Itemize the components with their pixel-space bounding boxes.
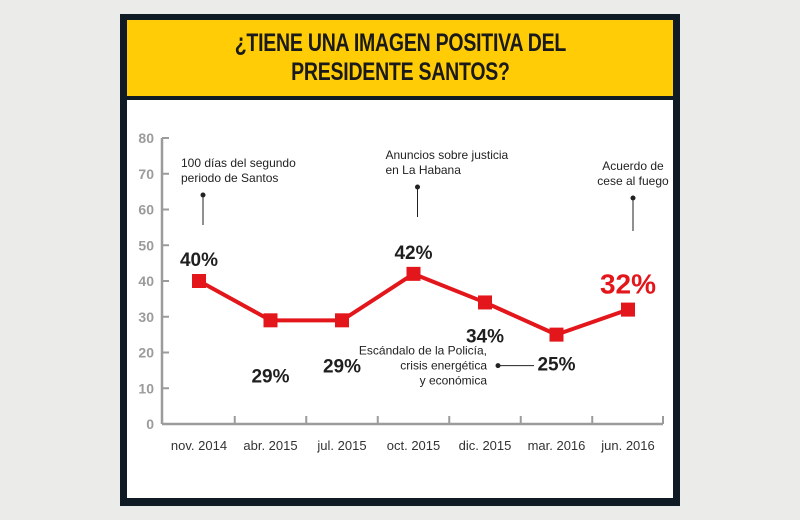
- y-tick-label: 40: [138, 273, 154, 289]
- data-value-label: 34%: [466, 326, 504, 347]
- annotation-text: cese al fuego: [597, 174, 669, 188]
- chart-header: ¿TIENE UNA IMAGEN POSITIVA DEL PRESIDENT…: [127, 20, 673, 96]
- annotation-text: Acuerdo de: [602, 159, 664, 173]
- x-tick-label: mar. 2016: [528, 438, 586, 453]
- x-tick-label: jun. 2016: [600, 438, 655, 453]
- x-tick-label: dic. 2015: [459, 438, 512, 453]
- data-value-label: 42%: [394, 243, 432, 264]
- y-tick-label: 50: [138, 237, 154, 253]
- annotation-text: y económica: [420, 374, 488, 388]
- annotation-text: Anuncios sobre justicia: [386, 148, 509, 162]
- data-point-marker: [192, 274, 206, 288]
- chart-title: ¿TIENE UNA IMAGEN POSITIVA DEL PRESIDENT…: [234, 29, 566, 86]
- data-line: [198, 271, 629, 337]
- data-value-label: 40%: [180, 250, 218, 271]
- y-tick-label: 70: [138, 166, 154, 182]
- annotation-text: Escándalo de la Policía,: [359, 344, 487, 358]
- y-tick-label: 10: [138, 380, 154, 396]
- annotation-text: periodo de Santos: [181, 171, 278, 185]
- data-value-label: 29%: [323, 356, 361, 377]
- data-point-marker: [335, 313, 349, 328]
- data-value-label: 25%: [537, 355, 575, 376]
- chart-panel: 0 10 20 30 40 50 60 70 80 nov. 2014 abr. 2015 jul. …: [127, 100, 673, 498]
- data-value-label: 32%: [600, 269, 656, 300]
- annotation-text: crisis energética: [400, 359, 487, 373]
- annotation-text: en La Habana: [386, 163, 462, 177]
- y-tick-label: 60: [138, 202, 154, 218]
- x-tick-label: abr. 2015: [243, 438, 297, 453]
- y-tick-label: 20: [138, 345, 154, 361]
- data-point-marker: [263, 313, 278, 328]
- y-tick-label: 30: [138, 309, 154, 325]
- data-point-marker: [478, 295, 492, 310]
- x-tick-label: oct. 2015: [387, 438, 441, 453]
- data-point-marker: [549, 327, 564, 342]
- chart-frame: ¿TIENE UNA IMAGEN POSITIVA DEL PRESIDENT…: [120, 14, 680, 506]
- data-point-marker: [621, 302, 635, 317]
- y-tick-label: 80: [138, 130, 154, 146]
- line-chart: 0 10 20 30 40 50 60 70 80 nov. 2014 abr. 2015 jul. …: [138, 130, 669, 453]
- x-tick-label: jul. 2015: [316, 438, 366, 453]
- y-tick-label: 0: [146, 416, 154, 432]
- x-tick-label: nov. 2014: [171, 438, 227, 453]
- data-value-label: 29%: [251, 366, 289, 387]
- data-point-marker: [406, 266, 421, 281]
- annotation-text: 100 días del segundo: [181, 156, 296, 170]
